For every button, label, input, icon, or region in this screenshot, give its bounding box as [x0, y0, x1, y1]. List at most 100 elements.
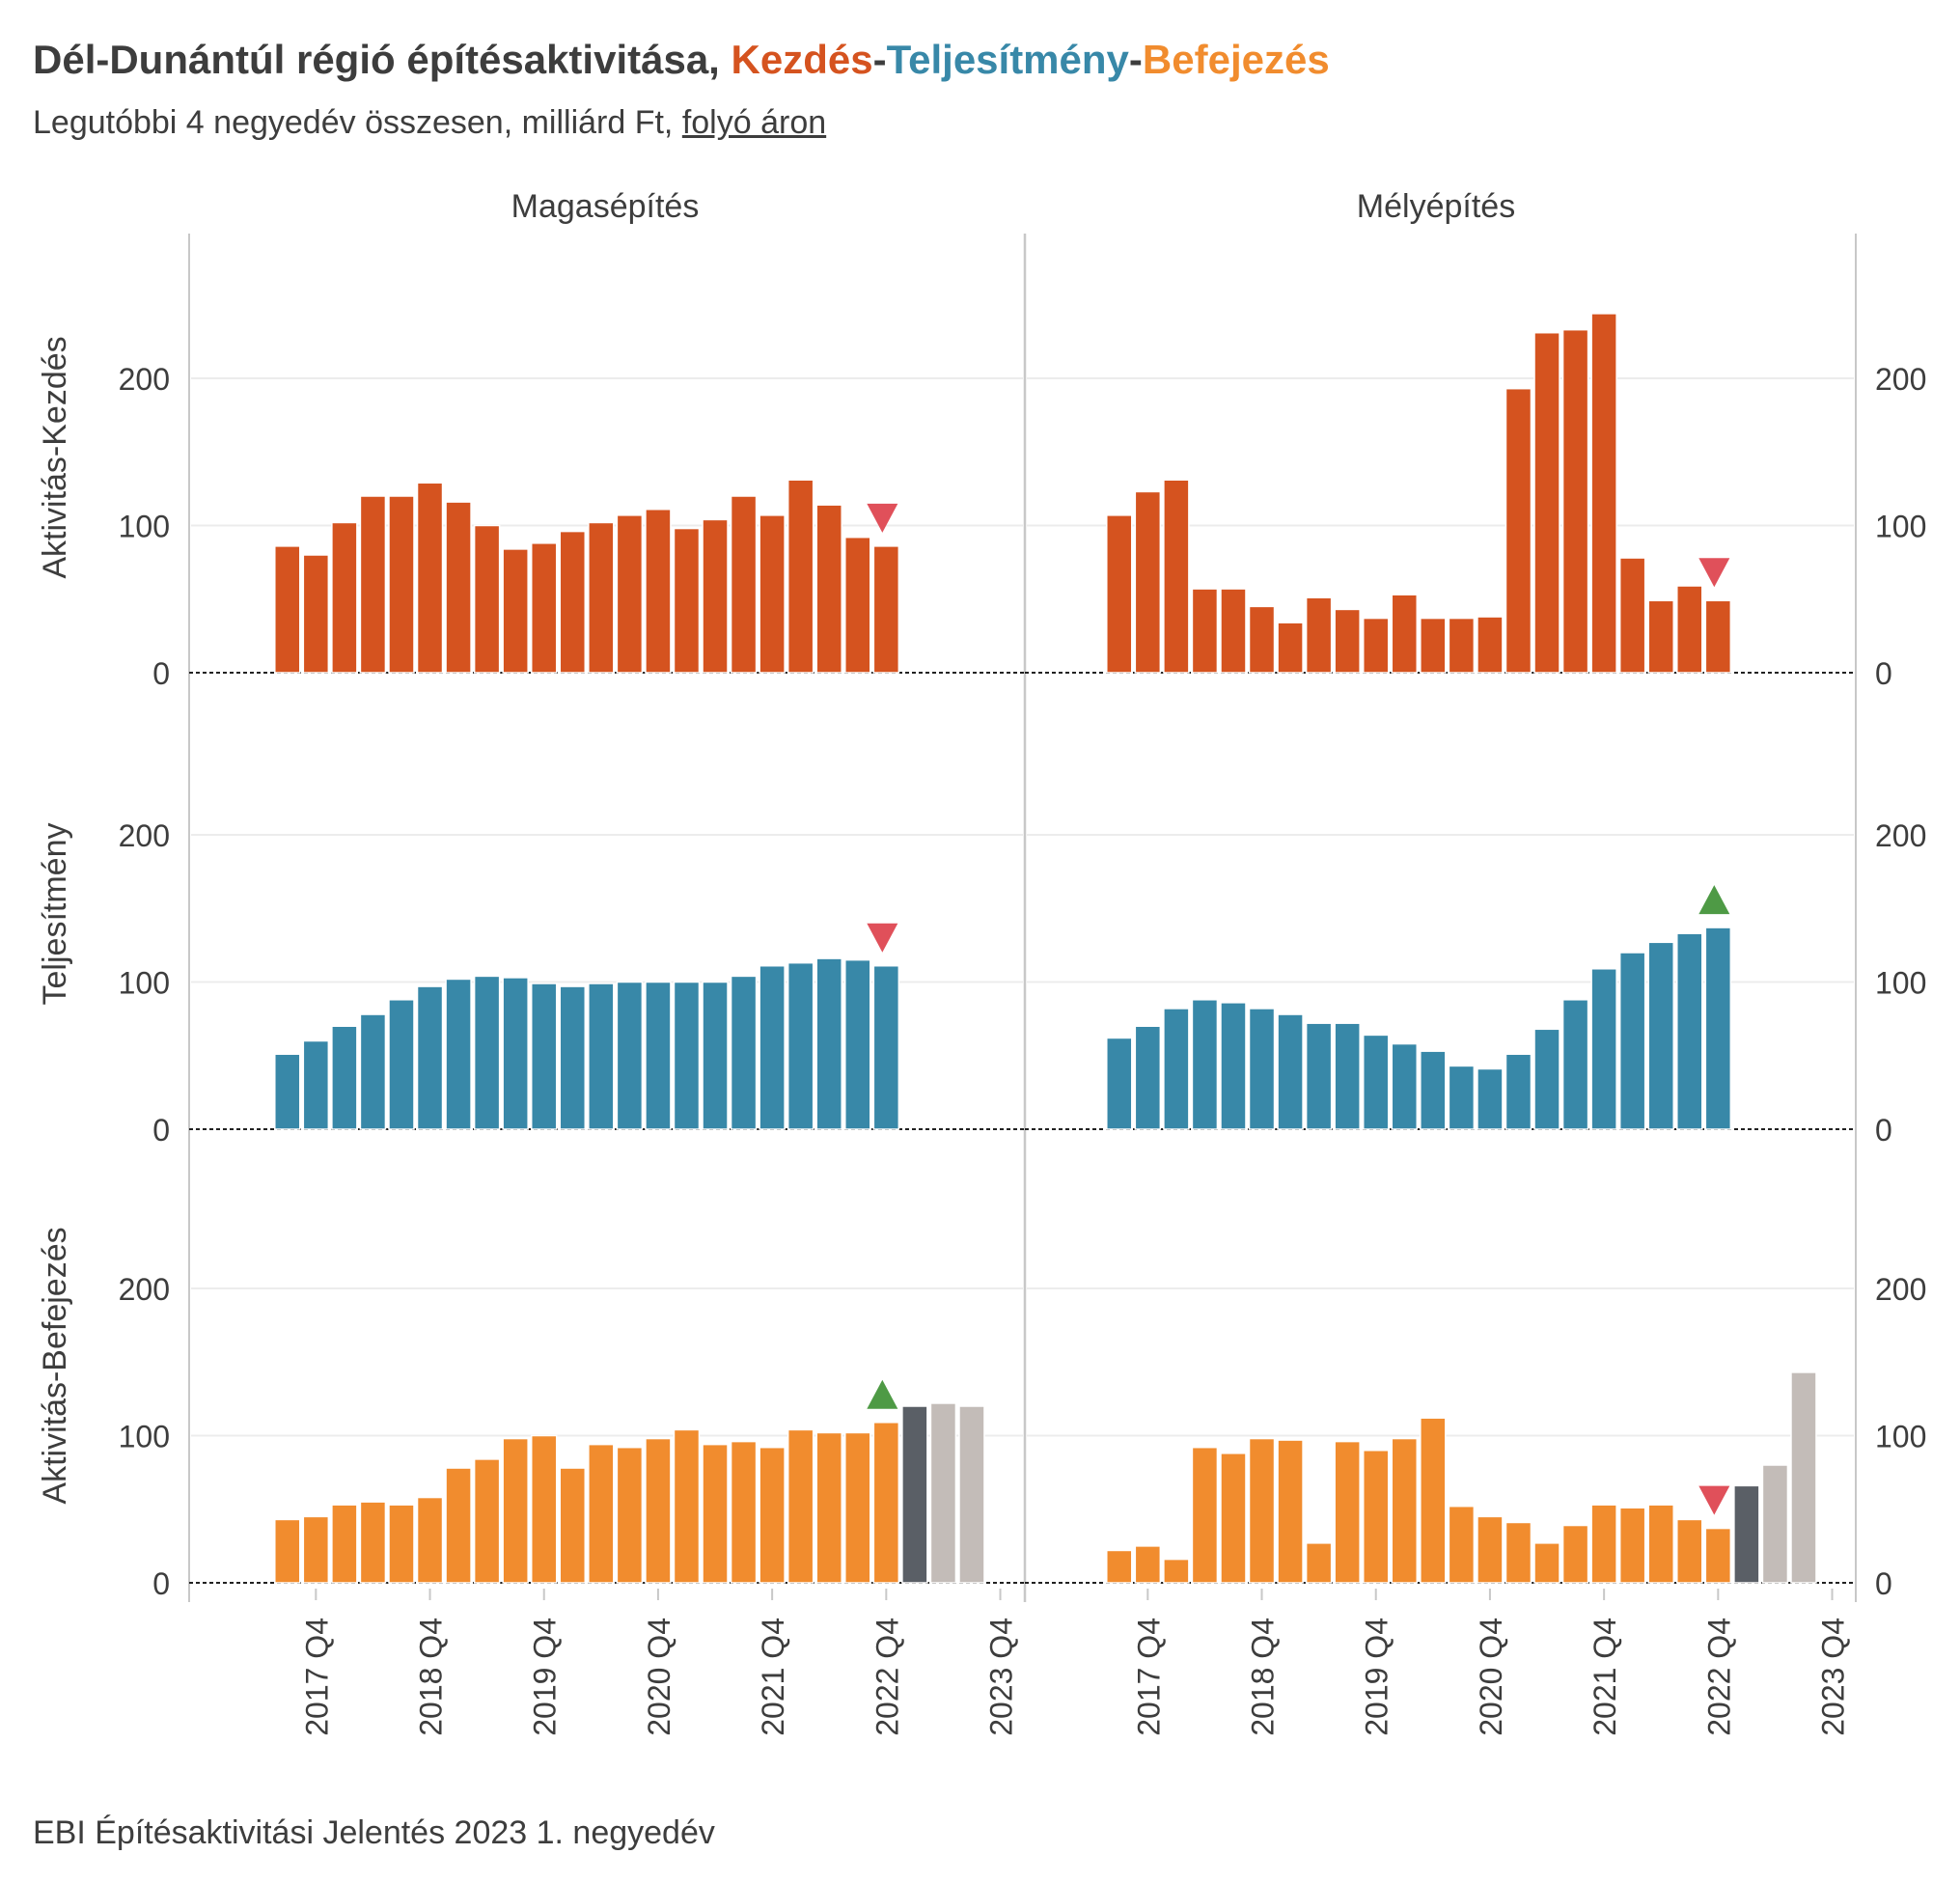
y-tick-label-right: 100 [1875, 510, 1926, 544]
bar-teljesitmeny-magas [815, 957, 842, 1130]
bar-befejezes-mely [1448, 1505, 1476, 1584]
y-tick-label-left: 200 [119, 818, 170, 853]
bar-befejezes-mely [1618, 1507, 1646, 1584]
bar-teljesitmeny-magas [787, 961, 814, 1130]
bar-teljesitmeny-magas [559, 985, 587, 1130]
bar-befejezes-mely [1420, 1417, 1447, 1584]
bar-teljesitmeny-magas [702, 981, 729, 1130]
chart-caption: EBI Építésaktivitási Jelentés 2023 1. ne… [33, 1814, 715, 1851]
bar-befejezes-magas [702, 1443, 729, 1584]
bar-kezdes-magas [759, 514, 786, 674]
bar-befejezes-magas [559, 1467, 587, 1584]
trend-down-icon [1698, 558, 1730, 588]
bar-befejezes-mely [1134, 1545, 1162, 1584]
y-tick-label-right: 0 [1875, 1113, 1892, 1148]
x-tick-label: 2017 Q4 [299, 1618, 334, 1736]
subtitle-text: Legutóbbi 4 negyedév összesen, milliárd … [33, 104, 682, 141]
bar-teljesitmeny-magas [530, 983, 558, 1130]
bar-teljesitmeny-mely [1277, 1013, 1304, 1130]
bar-befejezes-mely [1533, 1542, 1560, 1584]
bar-teljesitmeny-magas [616, 981, 644, 1130]
bar-teljesitmeny-magas [274, 1053, 301, 1130]
title-sep2: - [1128, 37, 1143, 82]
y-tick-label-left: 0 [152, 656, 170, 691]
bar-teljesitmeny-magas [502, 977, 529, 1130]
bar-kezdes-mely [1676, 585, 1703, 674]
bar-befejezes-magas [616, 1446, 644, 1584]
trend-down-icon [1698, 1485, 1730, 1515]
y-tick-label-left: 100 [119, 1420, 170, 1454]
bar-befejezes-magas [673, 1428, 701, 1584]
bar-kezdes-magas [844, 536, 871, 674]
y-tick-label-left: 100 [119, 510, 170, 544]
bar-befejezes-mely [1248, 1437, 1276, 1584]
bar-kezdes-mely [1362, 617, 1390, 674]
x-tick-label: 2023 Q4 [984, 1618, 1019, 1736]
bar-kezdes-mely [1391, 594, 1419, 674]
bar-kezdes-magas [416, 482, 444, 674]
y-tick-label-right: 200 [1875, 818, 1926, 853]
bar-kezdes-mely [1220, 588, 1247, 674]
bar-befejezes-mely [1163, 1558, 1190, 1584]
row-title-0: Aktivitás-Kezdés [37, 336, 73, 578]
bar-teljesitmeny-mely [1647, 941, 1674, 1130]
bar-befejezes-mely [1590, 1504, 1617, 1584]
bar-teljesitmeny-mely [1618, 952, 1646, 1130]
bar-teljesitmeny-mely [1704, 927, 1732, 1130]
bar-befejezes-magas [331, 1504, 358, 1584]
bar-befejezes-magas [645, 1437, 672, 1584]
bar-befejezes-mely-forecast-light [1761, 1464, 1789, 1584]
bar-teljesitmeny-mely [1590, 968, 1617, 1130]
bar-befejezes-magas [872, 1422, 900, 1584]
row-title-2: Aktivitás-Befejezés [37, 1227, 73, 1504]
bar-befejezes-mely-forecast-light [1790, 1371, 1817, 1584]
bar-befejezes-mely [1505, 1521, 1532, 1584]
y-tick-label-left: 100 [119, 966, 170, 1001]
bar-befejezes-mely [1647, 1504, 1674, 1584]
y-tick-label-left: 0 [152, 1566, 170, 1601]
bar-kezdes-mely [1448, 617, 1476, 674]
bar-teljesitmeny-magas [359, 1013, 387, 1130]
bar-kezdes-mely [1163, 479, 1190, 674]
bar-kezdes-magas [502, 548, 529, 674]
bar-kezdes-mely [1134, 490, 1162, 674]
bar-kezdes-mely [1277, 622, 1304, 674]
bar-teljesitmeny-magas [416, 985, 444, 1130]
trend-up-icon [1698, 885, 1730, 915]
y-tick-label-right: 200 [1875, 1272, 1926, 1307]
bar-kezdes-magas [559, 530, 587, 674]
facet-title-magasepites: Magasépítés [511, 188, 700, 225]
x-tick-label: 2021 Q4 [756, 1618, 790, 1736]
bar-kezdes-mely [1590, 313, 1617, 674]
bar-befejezes-magas [274, 1518, 301, 1584]
bar-befejezes-mely [1106, 1549, 1133, 1584]
chart-title: Dél-Dunántúl régió építésaktivitása, Kez… [33, 37, 1330, 83]
bar-teljesitmeny-mely [1106, 1037, 1133, 1130]
bar-befejezes-magas [730, 1440, 758, 1584]
bar-kezdes-magas [359, 495, 387, 674]
bar-befejezes-magas [588, 1443, 615, 1584]
x-tick-label: 2018 Q4 [414, 1618, 449, 1736]
title-sep1: - [872, 37, 887, 82]
x-tick-label: 2022 Q4 [1701, 1618, 1736, 1736]
chart-subtitle: Legutóbbi 4 negyedév összesen, milliárd … [33, 104, 826, 142]
y-tick-label-left: 200 [119, 1272, 170, 1307]
y-tick-label-right: 0 [1875, 656, 1892, 691]
bar-kezdes-magas [787, 479, 814, 674]
bar-kezdes-mely [1505, 387, 1532, 674]
bar-teljesitmeny-mely [1220, 1002, 1247, 1130]
title-teljesitmeny: Teljesítmény [886, 37, 1129, 82]
bar-kezdes-magas [645, 508, 672, 674]
bar-befejezes-magas [787, 1428, 814, 1584]
bar-teljesitmeny-magas [388, 999, 415, 1130]
trend-down-icon [867, 503, 898, 533]
bar-kezdes-mely [1420, 617, 1447, 674]
bar-teljesitmeny-mely [1676, 932, 1703, 1130]
bar-befejezes-mely [1277, 1439, 1304, 1584]
bar-kezdes-mely [1106, 514, 1133, 674]
bar-teljesitmeny-mely [1391, 1042, 1419, 1130]
bar-teljesitmeny-mely [1533, 1028, 1560, 1130]
x-tick-label: 2021 Q4 [1587, 1618, 1622, 1736]
x-tick-label: 2022 Q4 [870, 1618, 904, 1736]
bar-kezdes-magas [302, 554, 330, 674]
